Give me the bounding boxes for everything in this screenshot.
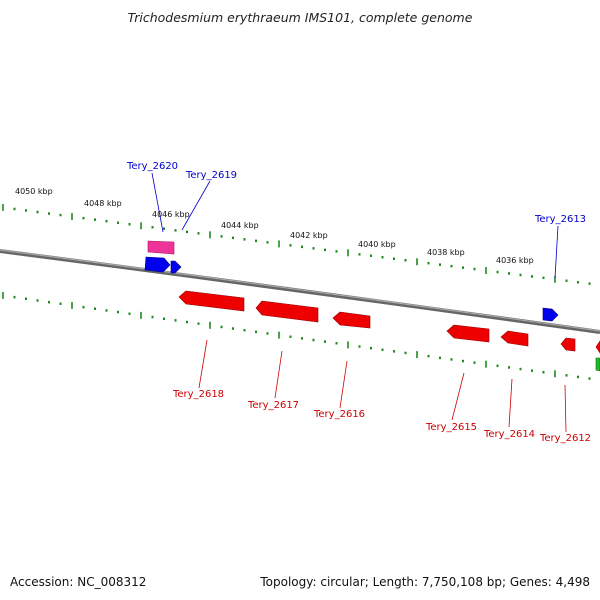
gene-tery-2615[interactable] (446, 324, 490, 343)
ruler-label-4048: 4048 kbp (84, 199, 122, 208)
ruler-label-4036: 4036 kbp (496, 256, 534, 265)
gene-tery-2617[interactable] (255, 300, 319, 323)
ruler-label-4042: 4042 kbp (290, 231, 328, 240)
leader-tery-2620 (151, 172, 164, 233)
label-tery-2617[interactable]: Tery_2617 (247, 400, 299, 411)
genome-info-label: Topology: circular; Length: 7,750,108 bp… (260, 575, 590, 589)
leader-tery-2616 (339, 360, 348, 409)
label-tery-2613[interactable]: Tery_2613 (534, 214, 586, 225)
leader-tery-2613 (554, 225, 559, 279)
ruler-label-4044: 4044 kbp (221, 221, 259, 230)
gene-tery-2619[interactable] (144, 256, 171, 273)
gene-tery-2614[interactable] (500, 330, 529, 347)
label-tery-2616[interactable]: Tery_2616 (313, 409, 365, 420)
leader-tery-2618 (198, 339, 208, 389)
ruler-label-4046: 4046 kbp (152, 210, 190, 219)
label-tery-2620[interactable]: Tery_2620 (126, 161, 178, 172)
label-tery-2619[interactable]: Tery_2619 (185, 170, 237, 181)
genome-backbone-highlight (0, 249, 600, 332)
label-tery-2614[interactable]: Tery_2614 (483, 429, 535, 440)
leader-tery-2612 (564, 384, 567, 433)
genome-title: Trichodesmium erythraeum IMS101, complet… (127, 10, 473, 25)
gene-tery-2612[interactable] (560, 337, 576, 352)
ruler-label-4040: 4040 kbp (358, 240, 396, 249)
accession-label: Accession: NC_008312 (10, 575, 147, 589)
leader-tery-2619 (181, 180, 211, 231)
label-tery-2612[interactable]: Tery_2612 (539, 433, 591, 444)
gene-tery-2616[interactable] (332, 311, 371, 329)
gene-edge-green[interactable] (595, 357, 600, 372)
gene-edge-red[interactable] (595, 340, 600, 354)
bottom-ruler (2, 291, 591, 380)
gene-tery-2613[interactable] (542, 307, 559, 322)
gene-tery-2618[interactable] (178, 290, 245, 312)
leader-tery-2615 (451, 372, 465, 421)
leader-tery-2617 (274, 350, 283, 399)
label-tery-2615[interactable]: Tery_2615 (425, 422, 477, 433)
gene-tery-2620[interactable] (147, 240, 175, 255)
gene-tery-2619b[interactable] (170, 260, 182, 274)
label-tery-2618[interactable]: Tery_2618 (172, 389, 224, 400)
ruler-label-4050: 4050 kbp (15, 187, 53, 196)
top-ruler (2, 203, 591, 285)
genome-backbone (0, 249, 600, 334)
leader-tery-2614 (508, 378, 513, 428)
ruler-label-4038: 4038 kbp (427, 248, 465, 257)
